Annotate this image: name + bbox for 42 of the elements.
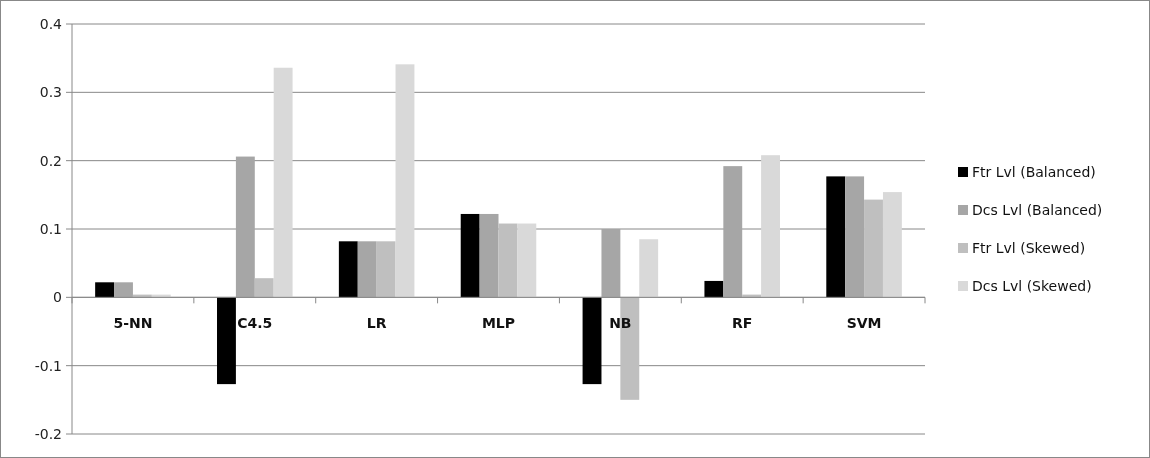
bar xyxy=(845,176,865,298)
y-tick-label: 0.3 xyxy=(39,84,62,101)
legend-label: Dcs Lvl (Balanced) xyxy=(972,201,1103,218)
bar xyxy=(882,192,902,298)
bar xyxy=(864,199,883,298)
bar xyxy=(460,213,480,298)
bar xyxy=(235,156,255,298)
y-tick-label: 0.4 xyxy=(39,15,63,32)
bar xyxy=(217,297,236,385)
bar xyxy=(95,282,115,298)
bar xyxy=(376,241,396,298)
x-tick-label: MLP xyxy=(481,315,516,332)
bar xyxy=(517,223,537,298)
bar xyxy=(826,176,846,298)
y-tick-label: 0.2 xyxy=(39,152,62,169)
x-tick-label: C4.5 xyxy=(237,315,273,332)
bar xyxy=(601,229,621,298)
x-tick-label: SVM xyxy=(846,315,882,332)
bar xyxy=(114,282,133,298)
y-tick-label: 0.1 xyxy=(39,220,62,237)
legend-label: Dcs Lvl (Skewed) xyxy=(972,277,1092,294)
bar xyxy=(254,278,274,298)
bar xyxy=(395,64,415,298)
x-tick-label: 5-NN xyxy=(113,315,153,332)
bar xyxy=(723,166,743,298)
y-tick-label: -0.2 xyxy=(34,425,62,442)
x-tick-label: LR xyxy=(366,315,387,332)
bar xyxy=(704,280,724,298)
legend-label: Ftr Lvl (Balanced) xyxy=(972,163,1096,180)
bar xyxy=(338,241,358,298)
x-tick-label: RF xyxy=(732,315,753,332)
bar xyxy=(761,155,780,298)
legend-label: Ftr Lvl (Skewed) xyxy=(972,239,1086,256)
bar xyxy=(498,223,518,298)
y-tick-label: -0.1 xyxy=(34,357,62,374)
y-tick-label: 0 xyxy=(53,289,62,306)
x-tick-label: NB xyxy=(609,315,632,332)
bar xyxy=(357,241,377,298)
bar xyxy=(273,67,293,298)
bar xyxy=(479,213,499,298)
bar xyxy=(582,297,602,385)
bar xyxy=(639,239,659,298)
